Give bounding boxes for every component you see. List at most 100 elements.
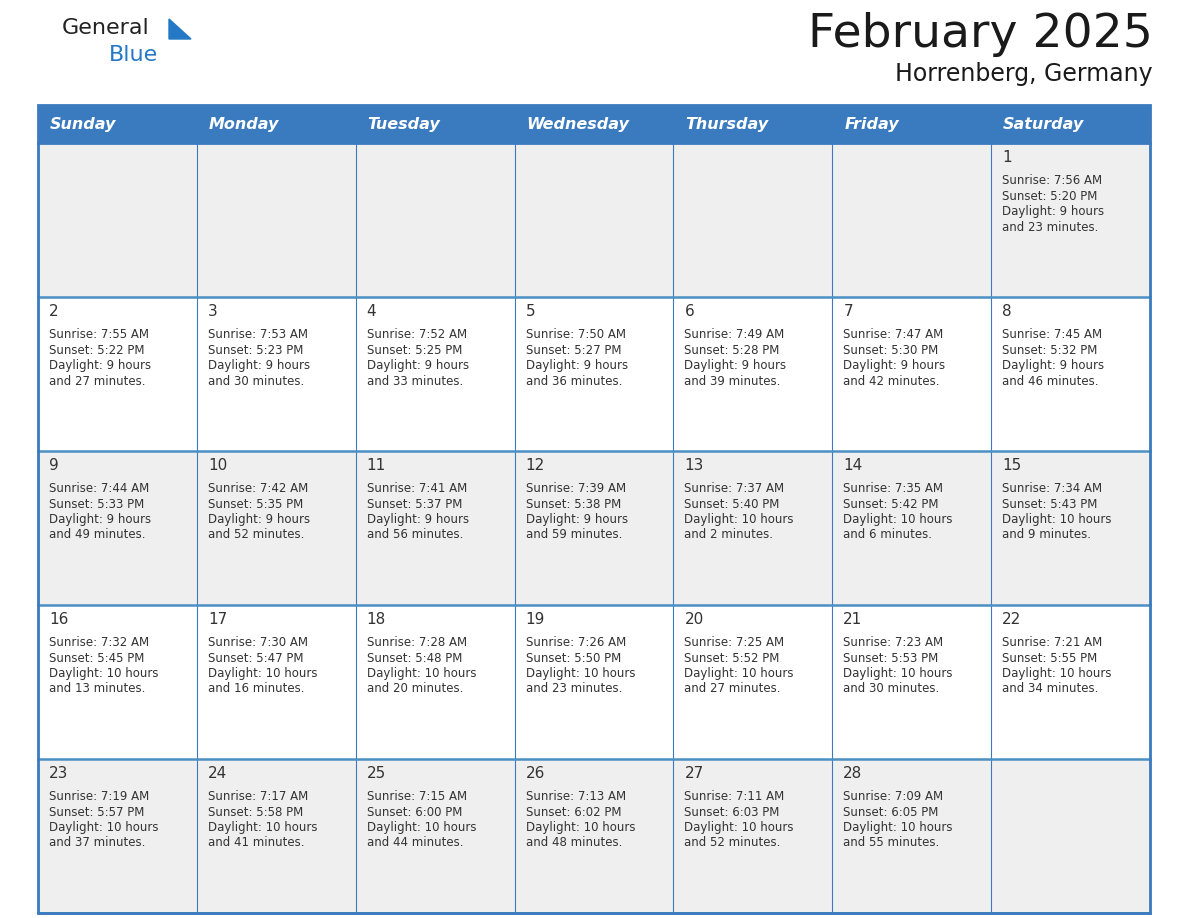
Text: 5: 5 bbox=[525, 304, 536, 319]
Text: Sunset: 5:50 PM: Sunset: 5:50 PM bbox=[525, 652, 621, 665]
Text: Sunrise: 7:28 AM: Sunrise: 7:28 AM bbox=[367, 636, 467, 649]
Text: Sunset: 5:35 PM: Sunset: 5:35 PM bbox=[208, 498, 303, 510]
Text: Daylight: 10 hours: Daylight: 10 hours bbox=[684, 513, 794, 526]
Text: Daylight: 10 hours: Daylight: 10 hours bbox=[684, 667, 794, 680]
Text: 7: 7 bbox=[843, 304, 853, 319]
Text: and 16 minutes.: and 16 minutes. bbox=[208, 682, 304, 696]
Text: Sunset: 5:42 PM: Sunset: 5:42 PM bbox=[843, 498, 939, 510]
Text: and 56 minutes.: and 56 minutes. bbox=[367, 529, 463, 542]
Text: Sunrise: 7:30 AM: Sunrise: 7:30 AM bbox=[208, 636, 308, 649]
Text: Sunrise: 7:26 AM: Sunrise: 7:26 AM bbox=[525, 636, 626, 649]
Text: Daylight: 9 hours: Daylight: 9 hours bbox=[49, 359, 151, 372]
Text: and 48 minutes.: and 48 minutes. bbox=[525, 836, 623, 849]
Text: 16: 16 bbox=[49, 612, 69, 627]
Text: Sunset: 5:40 PM: Sunset: 5:40 PM bbox=[684, 498, 779, 510]
Text: 28: 28 bbox=[843, 766, 862, 781]
Text: and 33 minutes.: and 33 minutes. bbox=[367, 375, 463, 387]
Text: 3: 3 bbox=[208, 304, 217, 319]
Text: and 20 minutes.: and 20 minutes. bbox=[367, 682, 463, 696]
Text: Daylight: 10 hours: Daylight: 10 hours bbox=[367, 667, 476, 680]
Polygon shape bbox=[169, 19, 191, 39]
Text: 1: 1 bbox=[1003, 150, 1012, 165]
Text: and 41 minutes.: and 41 minutes. bbox=[208, 836, 304, 849]
Text: and 44 minutes.: and 44 minutes. bbox=[367, 836, 463, 849]
Text: and 59 minutes.: and 59 minutes. bbox=[525, 529, 623, 542]
Text: and 27 minutes.: and 27 minutes. bbox=[49, 375, 145, 387]
Text: Blue: Blue bbox=[109, 45, 158, 65]
Text: 11: 11 bbox=[367, 458, 386, 473]
Text: and 23 minutes.: and 23 minutes. bbox=[1003, 220, 1099, 233]
Text: Sunrise: 7:32 AM: Sunrise: 7:32 AM bbox=[49, 636, 150, 649]
Text: Sunrise: 7:45 AM: Sunrise: 7:45 AM bbox=[1003, 328, 1102, 341]
Text: Sunset: 5:27 PM: Sunset: 5:27 PM bbox=[525, 343, 621, 356]
Text: 25: 25 bbox=[367, 766, 386, 781]
Text: Sunset: 6:02 PM: Sunset: 6:02 PM bbox=[525, 805, 621, 819]
Bar bbox=[38, 105, 1150, 143]
Bar bbox=[38, 605, 1150, 759]
Bar bbox=[38, 759, 1150, 913]
Text: Daylight: 9 hours: Daylight: 9 hours bbox=[49, 513, 151, 526]
Text: 19: 19 bbox=[525, 612, 545, 627]
Text: 12: 12 bbox=[525, 458, 545, 473]
Text: Sunset: 5:20 PM: Sunset: 5:20 PM bbox=[1003, 189, 1098, 203]
Text: Sunrise: 7:09 AM: Sunrise: 7:09 AM bbox=[843, 790, 943, 803]
Text: 4: 4 bbox=[367, 304, 377, 319]
Text: Sunrise: 7:21 AM: Sunrise: 7:21 AM bbox=[1003, 636, 1102, 649]
Text: Sunset: 5:38 PM: Sunset: 5:38 PM bbox=[525, 498, 621, 510]
Text: and 23 minutes.: and 23 minutes. bbox=[525, 682, 623, 696]
Text: Monday: Monday bbox=[209, 117, 279, 131]
Text: Sunrise: 7:42 AM: Sunrise: 7:42 AM bbox=[208, 482, 308, 495]
Bar bbox=[38, 451, 1150, 605]
Text: and 30 minutes.: and 30 minutes. bbox=[208, 375, 304, 387]
Text: Sunset: 5:48 PM: Sunset: 5:48 PM bbox=[367, 652, 462, 665]
Text: Wednesday: Wednesday bbox=[526, 117, 630, 131]
Text: 23: 23 bbox=[49, 766, 69, 781]
Text: Sunset: 6:00 PM: Sunset: 6:00 PM bbox=[367, 805, 462, 819]
Text: Sunrise: 7:55 AM: Sunrise: 7:55 AM bbox=[49, 328, 148, 341]
Text: Daylight: 10 hours: Daylight: 10 hours bbox=[208, 821, 317, 834]
Text: Thursday: Thursday bbox=[685, 117, 769, 131]
Text: Sunset: 6:05 PM: Sunset: 6:05 PM bbox=[843, 805, 939, 819]
Text: Daylight: 10 hours: Daylight: 10 hours bbox=[684, 821, 794, 834]
Text: and 49 minutes.: and 49 minutes. bbox=[49, 529, 145, 542]
Text: 26: 26 bbox=[525, 766, 545, 781]
Text: Sunset: 5:30 PM: Sunset: 5:30 PM bbox=[843, 343, 939, 356]
Text: Sunset: 5:47 PM: Sunset: 5:47 PM bbox=[208, 652, 303, 665]
Text: Daylight: 9 hours: Daylight: 9 hours bbox=[843, 359, 946, 372]
Text: 10: 10 bbox=[208, 458, 227, 473]
Text: Sunset: 5:43 PM: Sunset: 5:43 PM bbox=[1003, 498, 1098, 510]
Text: Sunrise: 7:37 AM: Sunrise: 7:37 AM bbox=[684, 482, 784, 495]
Text: 6: 6 bbox=[684, 304, 694, 319]
Text: Sunset: 5:37 PM: Sunset: 5:37 PM bbox=[367, 498, 462, 510]
Text: and 9 minutes.: and 9 minutes. bbox=[1003, 529, 1091, 542]
Text: Friday: Friday bbox=[845, 117, 899, 131]
Text: Sunset: 5:52 PM: Sunset: 5:52 PM bbox=[684, 652, 779, 665]
Text: Sunrise: 7:35 AM: Sunrise: 7:35 AM bbox=[843, 482, 943, 495]
Text: Sunset: 5:22 PM: Sunset: 5:22 PM bbox=[49, 343, 145, 356]
Text: Tuesday: Tuesday bbox=[368, 117, 441, 131]
Text: and 6 minutes.: and 6 minutes. bbox=[843, 529, 933, 542]
Text: Daylight: 10 hours: Daylight: 10 hours bbox=[843, 667, 953, 680]
Text: Sunrise: 7:53 AM: Sunrise: 7:53 AM bbox=[208, 328, 308, 341]
Text: Sunset: 5:58 PM: Sunset: 5:58 PM bbox=[208, 805, 303, 819]
Text: Daylight: 10 hours: Daylight: 10 hours bbox=[49, 667, 158, 680]
Text: Daylight: 10 hours: Daylight: 10 hours bbox=[525, 821, 636, 834]
Text: 9: 9 bbox=[49, 458, 58, 473]
Text: Sunrise: 7:56 AM: Sunrise: 7:56 AM bbox=[1003, 174, 1102, 187]
Text: Daylight: 10 hours: Daylight: 10 hours bbox=[1003, 667, 1112, 680]
Text: and 34 minutes.: and 34 minutes. bbox=[1003, 682, 1099, 696]
Text: Sunset: 5:55 PM: Sunset: 5:55 PM bbox=[1003, 652, 1098, 665]
Text: 18: 18 bbox=[367, 612, 386, 627]
Text: Sunrise: 7:47 AM: Sunrise: 7:47 AM bbox=[843, 328, 943, 341]
Text: Sunset: 5:23 PM: Sunset: 5:23 PM bbox=[208, 343, 303, 356]
Text: Daylight: 10 hours: Daylight: 10 hours bbox=[208, 667, 317, 680]
Text: Sunrise: 7:34 AM: Sunrise: 7:34 AM bbox=[1003, 482, 1102, 495]
Text: Daylight: 9 hours: Daylight: 9 hours bbox=[367, 359, 469, 372]
Text: 15: 15 bbox=[1003, 458, 1022, 473]
Text: Sunset: 5:53 PM: Sunset: 5:53 PM bbox=[843, 652, 939, 665]
Bar bbox=[38, 105, 1150, 913]
Text: Sunrise: 7:39 AM: Sunrise: 7:39 AM bbox=[525, 482, 626, 495]
Text: Daylight: 9 hours: Daylight: 9 hours bbox=[525, 513, 627, 526]
Text: 14: 14 bbox=[843, 458, 862, 473]
Text: and 52 minutes.: and 52 minutes. bbox=[684, 836, 781, 849]
